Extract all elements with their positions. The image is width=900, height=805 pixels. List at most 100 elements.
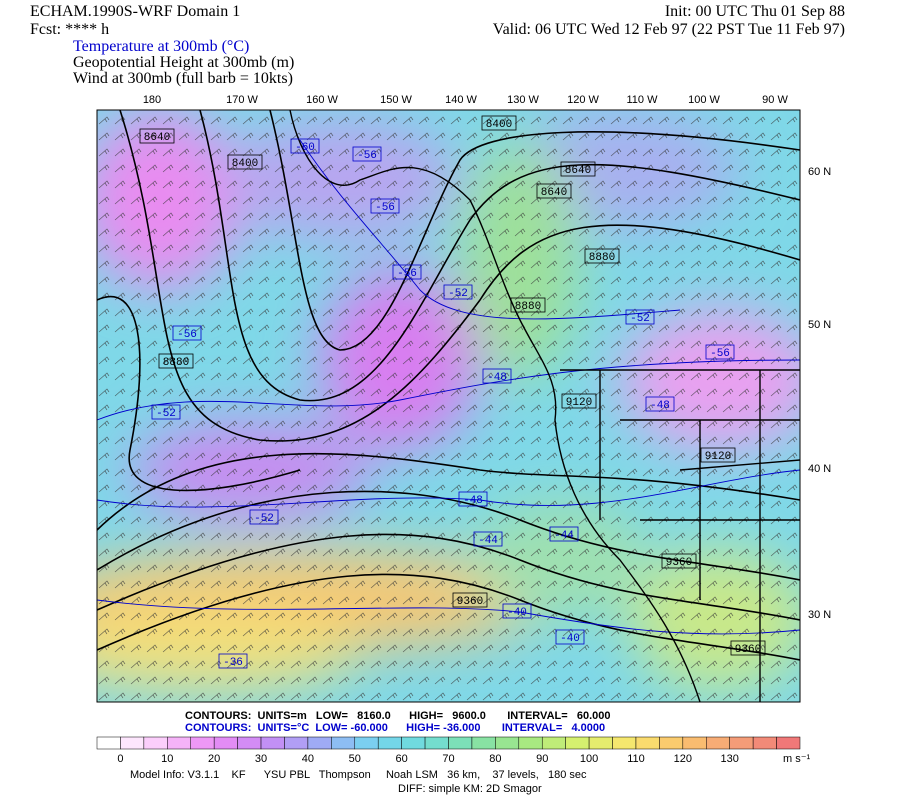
coastline xyxy=(289,110,800,702)
colorbar-swatch xyxy=(752,736,777,750)
colorbar-swatch xyxy=(213,736,238,750)
longitude-label: 90 W xyxy=(762,94,788,106)
field-title: Geopotential Height at 300mb (m) xyxy=(73,54,294,71)
colorbar-label: 0 xyxy=(117,753,123,765)
map-labels: 180 170 W 160 W 150 W 140 W 130 W 120 W 110 W 10… xyxy=(96,94,831,795)
height-label: 9360 xyxy=(666,557,692,569)
temperature-label: -56 xyxy=(375,202,395,214)
colorbar-swatch xyxy=(424,736,449,750)
colorbar-swatch xyxy=(401,736,426,750)
height-label-box xyxy=(661,553,697,569)
colorbar-swatch xyxy=(96,736,121,750)
colorbar-swatch xyxy=(659,736,684,750)
temperature-label: -56 xyxy=(177,329,197,341)
temperature-label-box xyxy=(290,138,320,154)
temperature-label-box xyxy=(370,198,400,214)
height-label: 8640 xyxy=(565,165,591,177)
longitude-label: 110 W xyxy=(627,94,659,106)
height-label: 9120 xyxy=(566,397,592,409)
temperature-label-box xyxy=(151,404,181,420)
field-title: Temperature at 300mb (°C) xyxy=(73,38,249,55)
colorbar-swatch xyxy=(120,736,145,750)
colorbar-swatch xyxy=(635,736,660,750)
latitude-label: 50 N xyxy=(808,319,831,331)
colorbar-swatch xyxy=(448,736,473,750)
temperature-label: -60 xyxy=(295,142,315,154)
temperature-label-box xyxy=(458,491,488,507)
temperature-label-box xyxy=(555,629,585,645)
height-label-box xyxy=(561,393,597,409)
height-label-box xyxy=(139,128,175,144)
temperature-label-box xyxy=(645,396,675,412)
height-label-box xyxy=(584,248,620,264)
colorbar-label: 90 xyxy=(536,753,548,765)
header-left: ECHAM.1990S-WRF Domain 1 xyxy=(30,3,240,20)
height-label-box xyxy=(227,154,263,170)
colorbar-swatch xyxy=(612,736,637,750)
temperature-label: -56 xyxy=(357,150,377,162)
temperature-label: -36 xyxy=(223,657,243,669)
map-field xyxy=(97,110,800,702)
colorbar-label: 60 xyxy=(396,753,408,765)
height-label: 8400 xyxy=(486,119,512,131)
model-info: Model Info: V3.1.1 KF YSU PBL Thompson N… xyxy=(130,769,587,781)
colorbar-swatch xyxy=(307,736,332,750)
temperature-label: -48 xyxy=(650,400,670,412)
height-label-box xyxy=(536,183,572,199)
colorbar-swatch xyxy=(260,736,285,750)
colorbar-swatch xyxy=(237,736,262,750)
colorbar-swatch xyxy=(377,736,402,750)
colorbar-swatch xyxy=(167,736,191,750)
colorbar-label: 40 xyxy=(302,753,314,765)
colorbar-label: 100 xyxy=(580,753,598,765)
temperature-label: -44 xyxy=(478,535,498,547)
temperature-label: -56 xyxy=(710,348,730,360)
height-label-box xyxy=(560,161,596,177)
temperature-label-box xyxy=(549,526,579,542)
longitude-label: 170 W xyxy=(226,94,258,106)
temperature-label-box xyxy=(705,344,735,360)
height-label-box xyxy=(481,115,517,131)
latitude-label: 60 N xyxy=(808,166,831,178)
header-right: Init: 00 UTC Thu 01 Sep 88 xyxy=(665,3,845,20)
colorbar-swatch xyxy=(541,736,566,750)
longitude-label: 180 xyxy=(143,94,161,106)
contour-info: CONTOURS: UNITS=m LOW= 8160.0 HIGH= 9600… xyxy=(185,710,610,722)
temperature-label-box xyxy=(218,653,248,669)
model-info: DIFF: simple KM: 2D Smagor xyxy=(398,783,542,795)
temperature-label: -48 xyxy=(487,372,507,384)
height-contours xyxy=(97,110,800,661)
colorbar-swatch xyxy=(143,736,168,750)
height-label: 8400 xyxy=(232,158,258,170)
colorbar-label: 10 xyxy=(161,753,173,765)
colorbar-swatch xyxy=(565,736,590,750)
longitude-label: 140 W xyxy=(445,94,477,106)
header-left: Fcst: **** h xyxy=(30,21,109,38)
colorbar-swatch xyxy=(588,736,613,750)
height-label: 8640 xyxy=(144,132,170,144)
longitude-label: 150 W xyxy=(380,94,412,106)
temperature-label: -44 xyxy=(554,530,574,542)
temperature-label-box xyxy=(352,146,382,162)
height-label: 9120 xyxy=(705,451,731,463)
temperature-label-box xyxy=(249,509,279,525)
temperature-contours xyxy=(97,139,800,635)
colorbar-swatch xyxy=(518,736,543,750)
colorbar-label: 50 xyxy=(349,753,361,765)
colorbar-label: 130 xyxy=(721,753,739,765)
temperature-label-box xyxy=(482,368,512,384)
temperature-label: -56 xyxy=(397,268,417,280)
temperature-label-box xyxy=(443,284,473,300)
colorbar-swatch xyxy=(729,736,754,750)
colorbar-swatch xyxy=(706,736,730,750)
temperature-label: -48 xyxy=(463,495,483,507)
latitude-label: 30 N xyxy=(808,609,831,621)
colorbar-label: 70 xyxy=(442,753,454,765)
field-title: Wind at 300mb (full barb = 10kts) xyxy=(73,70,293,87)
colorbar-swatch xyxy=(331,736,356,750)
colorbar-swatch xyxy=(682,736,707,750)
longitude-label: 130 W xyxy=(507,94,539,106)
height-label: 9360 xyxy=(735,644,761,656)
